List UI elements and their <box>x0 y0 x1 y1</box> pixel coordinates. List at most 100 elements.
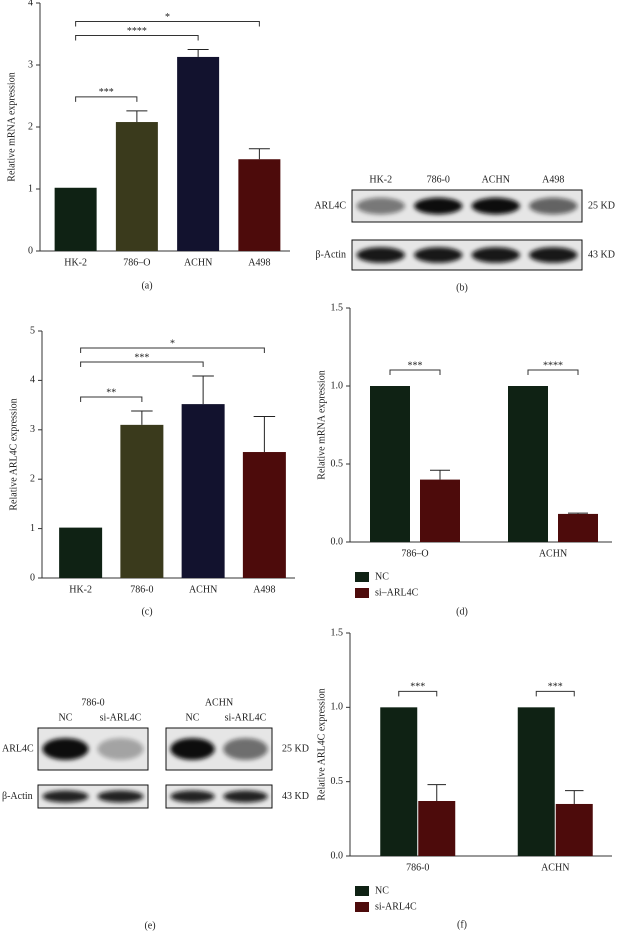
blot-band <box>356 247 405 263</box>
x-tick-label: HK-2 <box>64 257 87 268</box>
y-axis-title: Relative ARL4C expression <box>316 688 327 800</box>
blot-band <box>223 738 268 760</box>
y-tick-label: 1.5 <box>331 302 344 313</box>
molecular-weight: 25 KD <box>588 200 615 211</box>
error-bar <box>430 469 450 480</box>
panel-label: (d) <box>456 606 468 617</box>
blot-group-label: ACHN <box>205 697 233 708</box>
bar <box>54 187 97 251</box>
error-bar <box>568 512 588 514</box>
y-tick-label: 2 <box>30 473 35 484</box>
bar <box>59 527 103 578</box>
significance-bracket <box>80 396 143 403</box>
significance-bracket <box>75 35 199 41</box>
molecular-weight: 43 KD <box>282 791 309 802</box>
panel-label: (b) <box>456 282 468 293</box>
legend-label: NC <box>375 571 389 582</box>
significance-label: *** <box>99 87 114 98</box>
y-tick-label: 1 <box>30 523 35 534</box>
blot-band <box>471 247 520 263</box>
y-tick-label: 4 <box>30 375 35 386</box>
row-label: ARL4C <box>314 200 346 211</box>
blot-band <box>223 790 268 803</box>
bar <box>181 404 225 578</box>
bar <box>380 707 418 856</box>
significance-bracket <box>398 690 438 697</box>
legend-swatch <box>355 902 369 912</box>
blot-band <box>42 790 89 803</box>
lane-label: si-ARL4C <box>100 712 142 723</box>
significance-bracket <box>389 369 441 375</box>
molecular-weight: 43 KD <box>588 249 615 260</box>
error-bar <box>248 148 270 160</box>
row-label: β-Actin <box>315 249 346 260</box>
panel-label: (c) <box>141 606 152 617</box>
blot-band <box>97 738 144 760</box>
y-tick-label: 0 <box>28 245 33 256</box>
lane-label: A498 <box>542 174 564 185</box>
y-tick-label: 1.0 <box>331 702 344 713</box>
x-tick-label: 786–O <box>401 548 428 559</box>
panel-label: (f) <box>457 919 467 930</box>
lane-label: 786-0 <box>427 174 450 185</box>
y-tick-label: 0.5 <box>331 776 344 787</box>
blot-band <box>529 197 578 215</box>
blot-band <box>97 790 144 803</box>
y-axis-title: Relative mRNA expression <box>316 370 327 479</box>
x-tick-label: HK-2 <box>69 584 92 595</box>
error-bar <box>565 790 584 804</box>
x-tick-label: 786-0 <box>130 584 153 595</box>
significance-bracket <box>80 361 204 367</box>
significance-bracket <box>535 690 575 697</box>
y-axis-title: Relative ARL4C expression <box>8 398 19 510</box>
bar <box>517 707 555 856</box>
lane-label: HK-2 <box>369 174 392 185</box>
y-tick-label: 5 <box>30 325 35 336</box>
lane-label: si-ARL4C <box>225 712 267 723</box>
y-tick-label: 0.5 <box>331 458 344 469</box>
bar <box>370 386 410 542</box>
legend-swatch <box>355 572 369 582</box>
lane-label: NC <box>186 712 200 723</box>
x-tick-label: ACHN <box>539 548 567 559</box>
panel-label: (a) <box>141 280 152 291</box>
x-tick-label: A498 <box>253 584 275 595</box>
lane-label: ACHN <box>482 174 510 185</box>
x-tick-label: 786-0 <box>406 862 429 873</box>
x-tick-label: ACHN <box>541 862 569 873</box>
row-label: β-Actin <box>2 791 33 802</box>
legend-label: si–ARL4C <box>375 587 419 598</box>
y-tick-label: 0 <box>30 572 35 583</box>
significance-label: *** <box>548 682 563 693</box>
blot-group-label: 786-0 <box>81 697 104 708</box>
bar <box>555 803 593 856</box>
error-bar <box>427 784 446 801</box>
molecular-weight: 25 KD <box>282 743 309 754</box>
bar <box>558 513 598 542</box>
significance-label: * <box>170 338 175 349</box>
blot-band <box>471 197 520 215</box>
x-tick-label: ACHN <box>184 257 212 268</box>
significance-bracket <box>75 96 138 102</box>
significance-bracket <box>80 347 265 353</box>
panel-label: (e) <box>144 920 155 931</box>
error-bar <box>131 410 153 425</box>
legend-label: NC <box>375 885 389 896</box>
lane-label: NC <box>59 712 73 723</box>
blot-band <box>414 247 463 263</box>
significance-bracket <box>75 21 260 27</box>
significance-label: * <box>165 12 170 23</box>
y-tick-label: 3 <box>28 59 33 70</box>
bar <box>420 479 460 542</box>
legend-swatch <box>355 588 369 598</box>
error-bar <box>126 110 148 123</box>
blot-band <box>356 197 405 215</box>
y-tick-label: 4 <box>28 0 33 8</box>
significance-bracket <box>527 369 579 375</box>
legend-swatch <box>355 886 369 896</box>
error-bar <box>192 375 214 405</box>
y-tick-label: 0.0 <box>331 536 344 547</box>
bar <box>115 122 158 251</box>
row-label: ARL4C <box>2 743 34 754</box>
